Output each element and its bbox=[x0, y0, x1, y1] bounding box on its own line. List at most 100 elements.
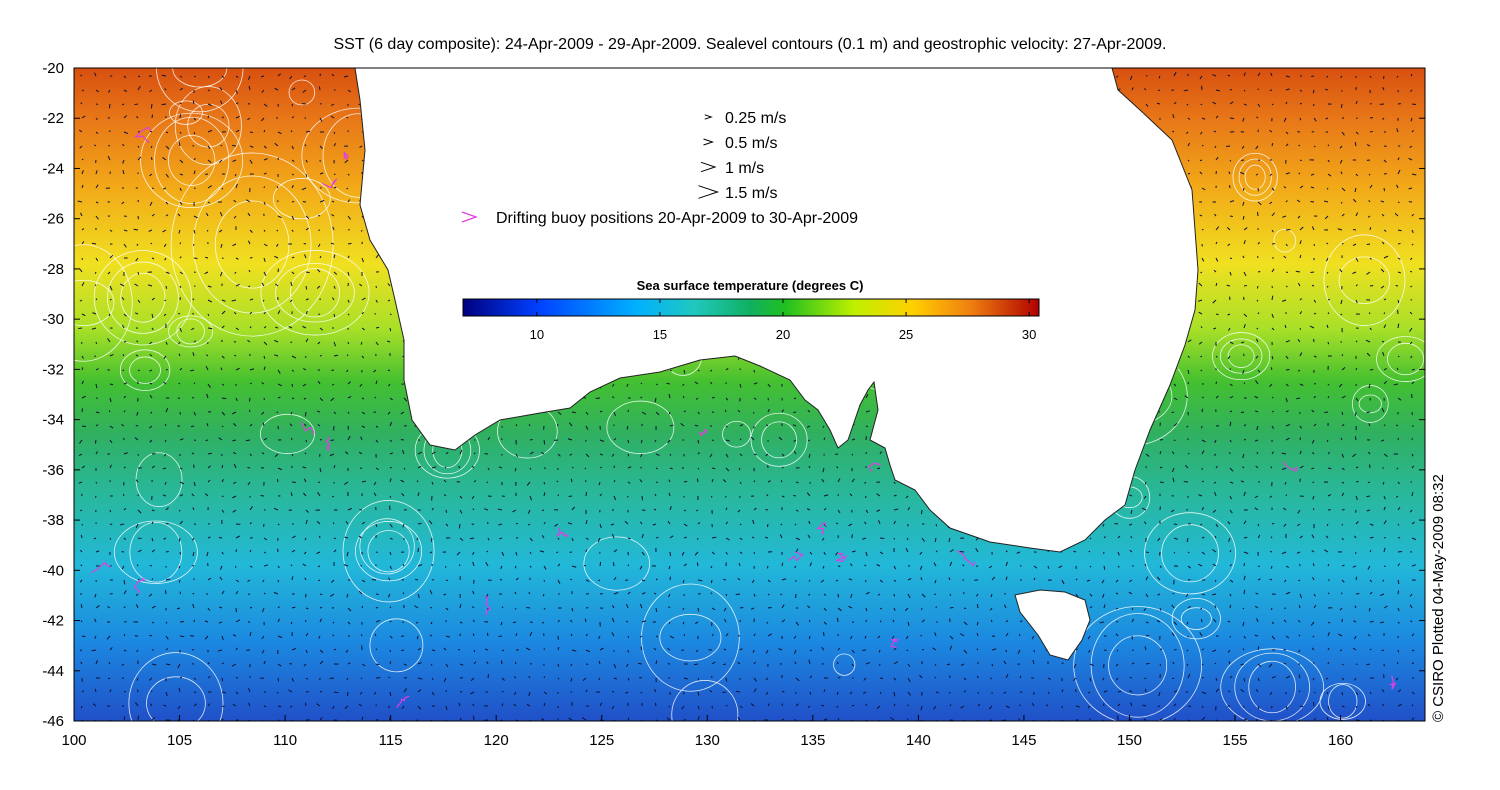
velocity-arrow bbox=[1397, 507, 1401, 511]
velocity-arrow bbox=[316, 551, 321, 555]
velocity-arrow bbox=[303, 397, 307, 400]
velocity-arrow bbox=[1383, 187, 1386, 192]
velocity-arrow bbox=[1201, 716, 1206, 721]
velocity-arrow bbox=[1382, 481, 1385, 485]
velocity-arrow bbox=[725, 551, 728, 555]
velocity-arrow bbox=[1312, 103, 1315, 107]
velocity-arrow bbox=[1325, 88, 1329, 91]
velocity-arrow bbox=[1297, 649, 1301, 653]
velocity-arrow bbox=[1005, 576, 1008, 581]
velocity-arrow bbox=[81, 228, 85, 231]
velocity-arrow bbox=[694, 424, 699, 427]
velocity-arrow bbox=[1337, 228, 1343, 231]
velocity-arrow bbox=[1243, 424, 1247, 427]
velocity-arrow bbox=[512, 621, 517, 624]
velocity-arrow bbox=[793, 397, 797, 400]
velocity-arrow bbox=[249, 632, 252, 637]
velocity-arrow bbox=[836, 661, 839, 665]
velocity-arrow bbox=[261, 451, 265, 455]
velocity-arrow bbox=[836, 705, 839, 708]
velocity-arrow bbox=[1269, 550, 1273, 553]
velocity-arrow bbox=[1215, 115, 1219, 119]
velocity-arrow bbox=[333, 465, 336, 469]
sealevel-contour bbox=[1232, 152, 1278, 202]
velocity-arrow bbox=[1341, 411, 1344, 415]
velocity-arrow bbox=[781, 578, 787, 581]
velocity-arrow bbox=[1311, 467, 1315, 470]
velocity-arrow bbox=[263, 201, 266, 205]
velocity-arrow bbox=[681, 705, 685, 710]
velocity-arrow bbox=[1157, 593, 1161, 596]
velocity-arrow bbox=[387, 299, 391, 302]
velocity-arrow bbox=[1215, 677, 1218, 681]
velocity-arrow bbox=[1397, 523, 1400, 526]
velocity-arrow bbox=[1341, 564, 1345, 567]
velocity-arrow bbox=[765, 649, 769, 654]
velocity-arrow bbox=[179, 467, 183, 470]
velocity-arrow bbox=[1393, 383, 1399, 386]
velocity-arrow bbox=[459, 495, 463, 499]
velocity-arrow bbox=[767, 579, 771, 583]
velocity-arrow bbox=[445, 509, 448, 513]
velocity-arrow bbox=[711, 467, 716, 470]
velocity-arrow bbox=[1271, 621, 1275, 625]
velocity-arrow bbox=[1255, 410, 1259, 413]
velocity-arrow bbox=[247, 466, 251, 469]
velocity-arrow bbox=[119, 523, 125, 526]
velocity-arrow bbox=[207, 313, 210, 316]
velocity-arrow bbox=[1005, 649, 1008, 653]
velocity-arrow bbox=[388, 676, 391, 679]
velocity-arrow bbox=[135, 354, 139, 357]
velocity-arrow bbox=[1411, 103, 1417, 105]
velocity-arrow bbox=[711, 661, 716, 665]
velocity-arrow bbox=[375, 523, 378, 528]
velocity-arrow bbox=[401, 493, 405, 497]
velocity-arrow bbox=[263, 257, 266, 262]
velocity-arrow bbox=[571, 537, 574, 542]
velocity-arrow bbox=[220, 367, 223, 371]
velocity-arrow bbox=[470, 691, 475, 695]
velocity-arrow bbox=[221, 509, 225, 513]
velocity-arrow bbox=[1411, 704, 1414, 707]
velocity-arrow bbox=[1283, 186, 1287, 189]
velocity-arrow bbox=[81, 184, 84, 189]
velocity-arrow bbox=[1382, 579, 1385, 582]
velocity-arrow bbox=[890, 716, 895, 721]
velocity-arrow bbox=[1199, 171, 1203, 175]
velocity-arrow bbox=[1243, 284, 1248, 287]
velocity-arrow bbox=[1271, 410, 1274, 413]
velocity-arrow bbox=[1255, 355, 1259, 359]
velocity-arrow bbox=[892, 619, 895, 623]
velocity-arrow bbox=[1256, 618, 1259, 623]
y-tick-label: -40 bbox=[42, 562, 64, 579]
velocity-arrow bbox=[849, 691, 853, 695]
velocity-arrow bbox=[1229, 564, 1232, 567]
velocity-arrow bbox=[1271, 268, 1275, 273]
velocity-arrow bbox=[179, 438, 184, 441]
velocity-arrow bbox=[486, 661, 489, 665]
velocity-arrow bbox=[361, 716, 364, 721]
velocity-arrow bbox=[375, 299, 378, 303]
velocity-arrow bbox=[710, 579, 713, 584]
velocity-arrow bbox=[723, 663, 727, 666]
velocity-arrow bbox=[584, 467, 587, 470]
velocity-arrow bbox=[1326, 257, 1329, 262]
velocity-arrow bbox=[205, 256, 209, 259]
velocity-arrow bbox=[347, 621, 351, 625]
velocity-arrow bbox=[1227, 313, 1231, 316]
velocity-arrow bbox=[1257, 663, 1262, 668]
velocity-arrow bbox=[851, 453, 854, 456]
y-tick-label: -36 bbox=[42, 462, 64, 479]
velocity-arrow bbox=[907, 621, 910, 626]
velocity-arrow bbox=[319, 172, 324, 175]
velocity-arrow bbox=[1115, 633, 1119, 637]
velocity-arrow bbox=[304, 537, 307, 541]
velocity-arrow bbox=[893, 520, 896, 525]
velocity-arrow bbox=[599, 702, 603, 707]
velocity-arrow bbox=[109, 689, 112, 693]
velocity-arrow bbox=[359, 145, 363, 148]
scale-arrow-label: 1.5 m/s bbox=[725, 185, 777, 202]
velocity-arrow bbox=[94, 688, 97, 693]
velocity-arrow bbox=[276, 478, 279, 483]
velocity-arrow bbox=[95, 341, 98, 344]
